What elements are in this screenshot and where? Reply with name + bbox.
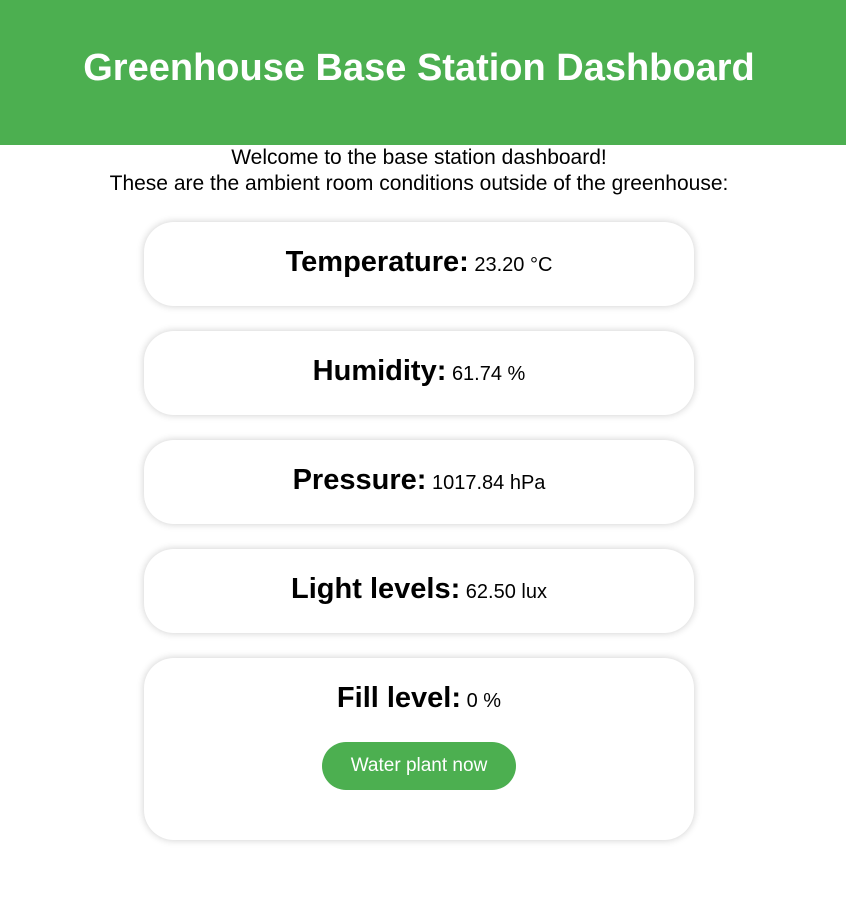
pressure-row: Pressure: 1017.84 hPa xyxy=(144,464,694,497)
temperature-row: Temperature: 23.20 °C xyxy=(144,246,694,279)
fill-level-value: 0 % xyxy=(466,690,502,712)
fill-level-label: Fill level: xyxy=(336,682,462,714)
intro-line-welcome: Welcome to the base station dashboard! xyxy=(231,146,607,169)
intro-text: Welcome to the base station dashboard! T… xyxy=(0,145,838,197)
intro-line-description: These are the ambient room conditions ou… xyxy=(109,172,729,195)
humidity-label: Humidity: xyxy=(312,355,447,387)
temperature-label: Temperature: xyxy=(285,246,469,278)
page-title: Greenhouse Base Station Dashboard xyxy=(83,47,755,89)
light-levels-label: Light levels: xyxy=(291,573,461,605)
pressure-card: Pressure: 1017.84 hPa xyxy=(144,440,694,524)
humidity-card: Humidity: 61.74 % xyxy=(144,331,694,415)
temperature-card: Temperature: 23.20 °C xyxy=(144,222,694,306)
fill-level-row: Fill level: 0 % xyxy=(144,682,694,715)
pressure-value: 1017.84 hPa xyxy=(431,472,546,494)
light-levels-card: Light levels: 62.50 lux xyxy=(144,549,694,633)
water-plant-button[interactable]: Water plant now xyxy=(322,742,516,790)
humidity-row: Humidity: 61.74 % xyxy=(144,355,694,388)
humidity-value: 61.74 % xyxy=(451,363,526,385)
fill-level-card: Fill level: 0 % Water plant now xyxy=(144,658,694,840)
light-levels-value: 62.50 lux xyxy=(465,581,547,603)
header-bar: Greenhouse Base Station Dashboard xyxy=(0,0,846,145)
pressure-label: Pressure: xyxy=(292,464,427,496)
light-levels-row: Light levels: 62.50 lux xyxy=(144,573,694,606)
temperature-value: 23.20 °C xyxy=(474,254,553,276)
